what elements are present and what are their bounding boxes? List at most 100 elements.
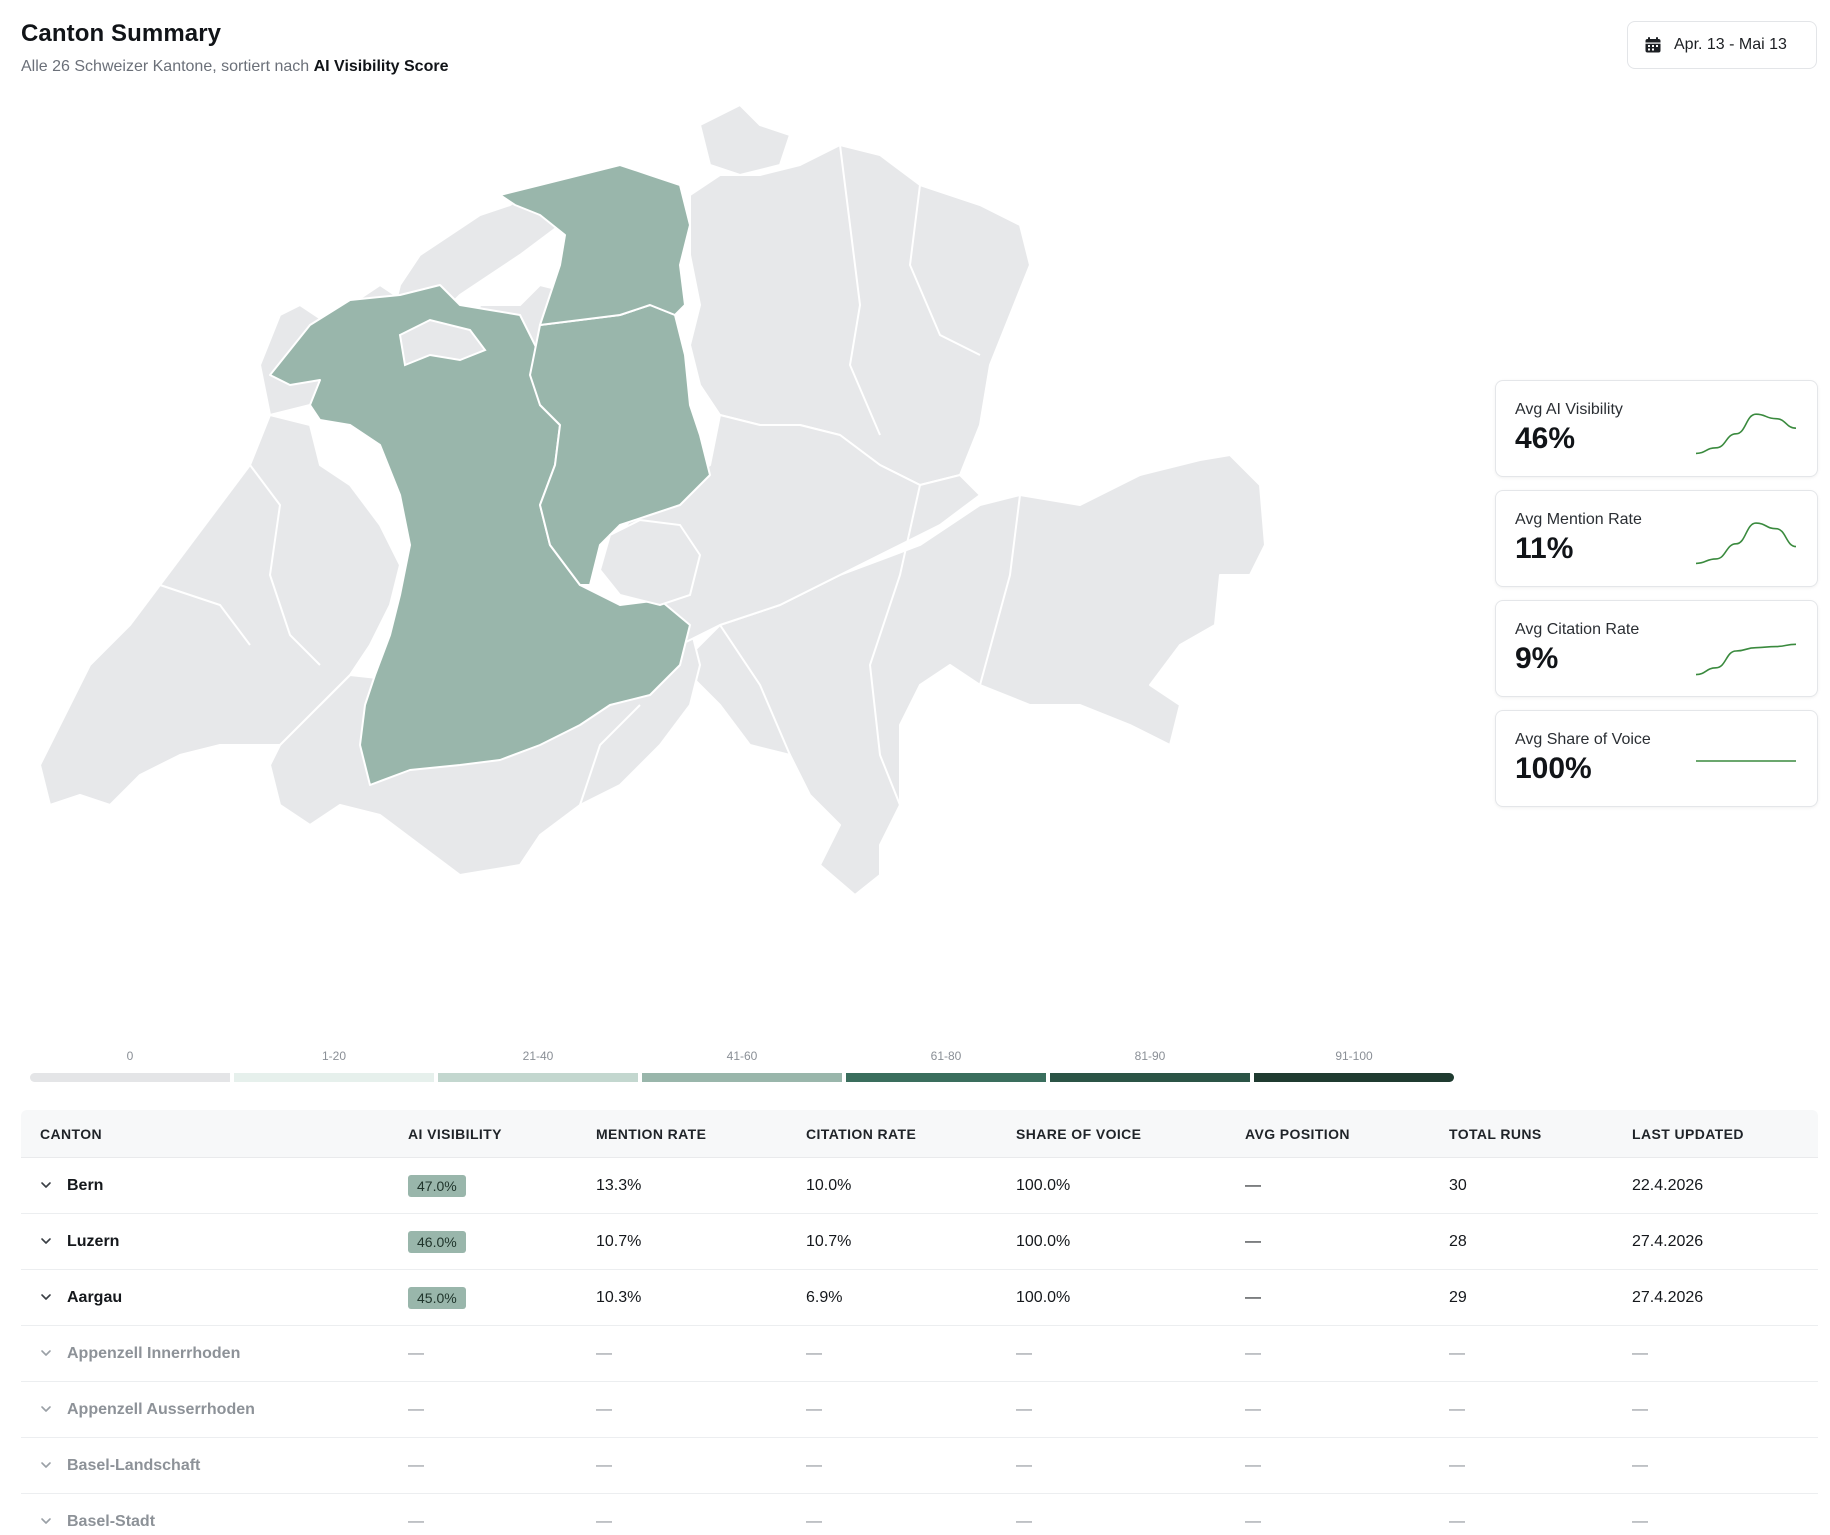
cell-value: — (596, 1401, 612, 1418)
cell-value: — (1632, 1513, 1648, 1530)
cell-avg-position: — (1245, 1494, 1261, 1535)
chevron-down-icon[interactable] (39, 1234, 53, 1248)
cell-value: — (1449, 1513, 1465, 1530)
cell-ai-visibility: 46.0% (408, 1214, 466, 1270)
cell-value: — (1245, 1177, 1261, 1194)
canton-name: Bern (67, 1177, 104, 1194)
column-header-ai-visibility[interactable]: AI VISIBILITY (408, 1126, 502, 1142)
legend-swatch (234, 1073, 434, 1082)
legend-label: 61-80 (930, 1049, 962, 1063)
column-header-last-updated[interactable]: LAST UPDATED (1632, 1126, 1744, 1142)
cell-avg-position: — (1245, 1438, 1261, 1494)
table-row[interactable]: Luzern 46.0% 10.7% 10.7% 100.0% — 28 27.4.2026 (21, 1214, 1818, 1270)
legend-item: 91-100 (1254, 1045, 1454, 1085)
kpi-label: Avg Citation Rate (1515, 621, 1640, 638)
cell-citation-rate: — (806, 1438, 822, 1494)
subtitle-text: Alle 26 Schweizer Kantone, sortiert nach (21, 58, 310, 75)
cell-value: — (1245, 1345, 1261, 1362)
kpi-card-share-of-voice: Avg Share of Voice 100% (1495, 710, 1818, 807)
column-header-canton[interactable]: CANTON (40, 1126, 103, 1142)
cell-share-of-voice: 100.0% (1016, 1158, 1070, 1214)
table-body: Bern 47.0% 13.3% 10.0% 100.0% — 30 22.4.2026 Luz… (21, 1158, 1818, 1535)
chevron-down-icon[interactable] (39, 1402, 53, 1416)
cell-last-updated: 27.4.2026 (1632, 1270, 1703, 1326)
cell-citation-rate: — (806, 1494, 822, 1535)
cell-citation-rate: — (806, 1326, 822, 1382)
canton-name: Appenzell Ausserrhoden (67, 1401, 255, 1418)
table-row[interactable]: Basel-Landschaft — — — — — — — (21, 1438, 1818, 1494)
canton-vaud-geneva[interactable] (39, 414, 401, 806)
sparkline-path (1695, 643, 1797, 676)
column-header-avg-position[interactable]: AVG POSITION (1245, 1126, 1350, 1142)
chevron-down-icon[interactable] (39, 1346, 53, 1360)
cell-last-updated: 27.4.2026 (1632, 1214, 1703, 1270)
cell-value: 22.4.2026 (1632, 1177, 1704, 1194)
cell-ai-visibility: — (408, 1438, 424, 1494)
cell-total-runs: — (1449, 1438, 1465, 1494)
canton-schaffhausen[interactable] (699, 105, 791, 176)
column-header-mention-rate[interactable]: MENTION RATE (596, 1126, 707, 1142)
kpi-card-ai-visibility: Avg AI Visibility 46% (1495, 380, 1818, 477)
table-row[interactable]: Basel-Stadt — — — — — — — (21, 1494, 1818, 1535)
cell-value: — (408, 1513, 424, 1530)
cell-value: 6.9% (806, 1289, 843, 1306)
cell-last-updated: 22.4.2026 (1632, 1158, 1703, 1214)
cell-total-runs: 30 (1449, 1158, 1467, 1214)
column-header-citation-rate[interactable]: CITATION RATE (806, 1126, 917, 1142)
table-row[interactable]: Aargau 45.0% 10.3% 6.9% 100.0% — 29 27.4.2026 (21, 1270, 1818, 1326)
canton-aargau[interactable] (499, 164, 691, 326)
date-range-label: Apr. 13 - Mai 13 (1674, 36, 1787, 53)
table-row[interactable]: Appenzell Innerrhoden — — — — — — — (21, 1326, 1818, 1382)
cell-value: — (596, 1345, 612, 1362)
cell-value: 10.7% (596, 1233, 642, 1250)
cell-value: 10.3% (596, 1289, 642, 1306)
legend-swatch (30, 1073, 230, 1082)
cell-value: — (1245, 1513, 1261, 1530)
map-legend: 0 1-20 21-40 41-60 61-80 81-90 91-100 (30, 1045, 1460, 1085)
table-row[interactable]: Appenzell Ausserrhoden — — — — — — — (21, 1382, 1818, 1438)
kpi-value: 9% (1515, 642, 1559, 675)
cell-total-runs: — (1449, 1326, 1465, 1382)
sparkline (1695, 522, 1797, 565)
legend-item: 81-90 (1050, 1045, 1250, 1085)
page-header: Canton Summary Alle 26 Schweizer Kantone… (21, 20, 448, 76)
calendar-icon (1645, 37, 1661, 53)
cell-value: — (806, 1345, 822, 1362)
cell-value: 30 (1449, 1177, 1467, 1194)
legend-swatch (438, 1073, 638, 1082)
cell-share-of-voice: — (1016, 1326, 1032, 1382)
cell-last-updated: — (1632, 1326, 1648, 1382)
column-header-share-of-voice[interactable]: SHARE OF VOICE (1016, 1126, 1142, 1142)
cell-last-updated: — (1632, 1382, 1648, 1438)
page-title: Canton Summary (21, 20, 222, 47)
kpi-value: 100% (1515, 752, 1592, 785)
subtitle-sort-key: AI Visibility Score (313, 58, 449, 75)
chevron-down-icon[interactable] (39, 1458, 53, 1472)
canton-name: Appenzell Innerrhoden (67, 1345, 241, 1362)
column-header-total-runs[interactable]: TOTAL RUNS (1449, 1126, 1542, 1142)
chevron-down-icon[interactable] (39, 1514, 53, 1528)
table-row[interactable]: Bern 47.0% 13.3% 10.0% 100.0% — 30 22.4.2026 (21, 1158, 1818, 1214)
cell-ai-visibility: — (408, 1494, 424, 1535)
canton-bern[interactable] (269, 284, 691, 786)
cell-value: — (1016, 1401, 1032, 1418)
kpi-card-citation-rate: Avg Citation Rate 9% (1495, 600, 1818, 697)
chevron-down-icon[interactable] (39, 1290, 53, 1304)
cell-mention-rate: — (596, 1326, 612, 1382)
cell-value: — (596, 1513, 612, 1530)
page-subtitle: Alle 26 Schweizer Kantone, sortiert nach… (21, 58, 448, 76)
sparkline-path (1695, 413, 1797, 455)
cell-value: — (1449, 1457, 1465, 1474)
map-svg (39, 105, 1266, 896)
sparkline-path (1695, 522, 1797, 565)
cell-value: — (806, 1513, 822, 1530)
canton-table: CANTON AI VISIBILITY MENTION RATE CITATI… (21, 1110, 1818, 1535)
visibility-badge: 47.0% (408, 1174, 466, 1197)
kpi-label: Avg Share of Voice (1515, 731, 1651, 748)
canton-ticino-graubuenden-region[interactable] (679, 454, 1266, 896)
cell-value: — (806, 1457, 822, 1474)
chevron-down-icon[interactable] (39, 1178, 53, 1192)
cell-share-of-voice: — (1016, 1438, 1032, 1494)
cell-value: — (408, 1457, 424, 1474)
date-range-button[interactable]: Apr. 13 - Mai 13 (1627, 21, 1817, 69)
